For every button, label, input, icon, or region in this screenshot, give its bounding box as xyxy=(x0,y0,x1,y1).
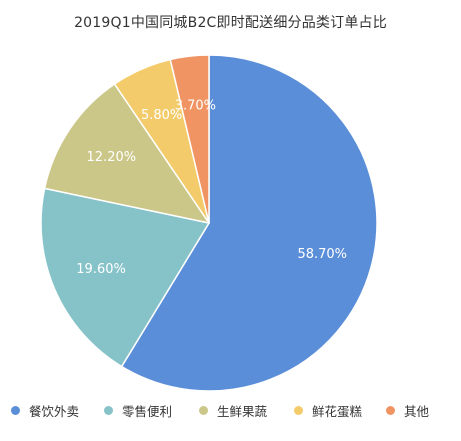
chart-legend: 餐饮外卖 零售便利 生鲜果蔬 鲜花蛋糕 其他 xyxy=(0,401,461,421)
legend-marker xyxy=(11,406,20,415)
legend-marker xyxy=(386,406,395,415)
pie-slice-5 xyxy=(169,54,210,224)
legend-label: 零售便利 xyxy=(122,404,173,419)
legend-item-3[interactable]: 生鲜果蔬 xyxy=(199,401,267,420)
chart-title: 2019Q1中国同城B2C即时配送细分品类订单占比 xyxy=(74,15,387,31)
legend-item-1[interactable]: 餐饮外卖 xyxy=(11,401,79,420)
legend-item-4[interactable]: 鲜花蛋糕 xyxy=(294,401,362,420)
legend-label: 生鲜果蔬 xyxy=(217,404,268,419)
legend-marker xyxy=(294,406,303,415)
legend-label: 其他 xyxy=(404,404,430,419)
slice-label-4: 5.80% xyxy=(141,108,182,123)
slice-label-3: 12.20% xyxy=(87,150,137,165)
pie-slice-3 xyxy=(43,83,210,224)
pie-slice-1 xyxy=(120,54,378,392)
slice-label-2: 19.60% xyxy=(76,262,126,277)
legend-marker xyxy=(199,406,208,415)
legend-item-2[interactable]: 零售便利 xyxy=(104,401,172,420)
pie-slice-labels: 58.70% 19.60% 12.20% 5.80%3.70% xyxy=(76,99,347,278)
pie-slices xyxy=(40,54,378,392)
legend-label: 鲜花蛋糕 xyxy=(312,404,363,419)
legend-marker xyxy=(104,406,113,415)
slice-label-1: 58.70% xyxy=(297,247,347,262)
slice-label-5: 3.70% xyxy=(175,99,216,114)
legend-item-5[interactable]: 其他 xyxy=(386,401,429,420)
legend-label: 餐饮外卖 xyxy=(29,404,80,419)
pie-slice-2 xyxy=(40,187,210,368)
